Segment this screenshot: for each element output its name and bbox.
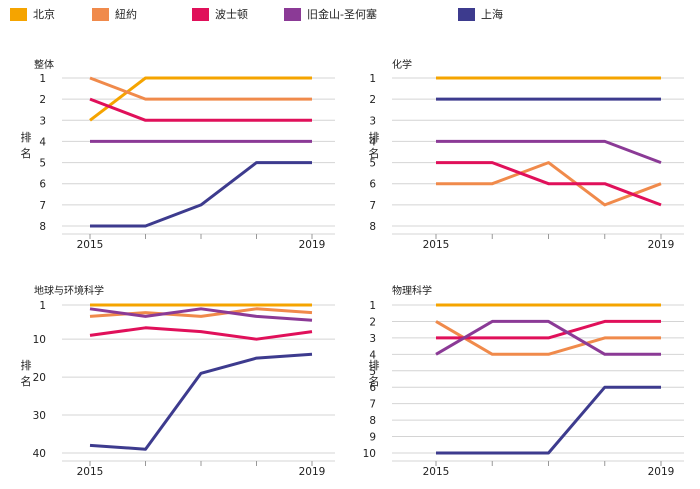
y-tick-label: 20 bbox=[33, 372, 46, 384]
y-tick-label: 40 bbox=[33, 448, 46, 460]
y-tick-label: 3 bbox=[369, 115, 376, 127]
x-tick-label: 2019 bbox=[648, 239, 675, 251]
y-tick-label: 6 bbox=[369, 382, 376, 394]
series-line bbox=[90, 161, 312, 228]
series-line bbox=[436, 161, 662, 207]
y-tick-label: 5 bbox=[39, 158, 46, 170]
y-tick-label: 1 bbox=[369, 73, 376, 85]
y-tick-label: 2 bbox=[369, 316, 376, 328]
series-line bbox=[89, 352, 313, 451]
series-line bbox=[436, 161, 662, 207]
legend-swatch bbox=[92, 8, 109, 21]
series-line bbox=[89, 97, 312, 122]
y-axis-label: 排 bbox=[369, 358, 380, 372]
y-tick-label: 8 bbox=[369, 221, 376, 233]
y-axis-label: 排 bbox=[21, 130, 32, 144]
y-tick-label: 8 bbox=[369, 415, 376, 427]
y-tick-label: 6 bbox=[39, 179, 46, 191]
x-tick-label: 2015 bbox=[77, 239, 104, 251]
y-tick-label: 2 bbox=[369, 94, 376, 106]
chart-title: 地球与环境科学 bbox=[34, 284, 104, 297]
legend-swatch bbox=[10, 8, 27, 21]
chart-title: 物理科学 bbox=[392, 284, 432, 297]
series-line bbox=[436, 385, 661, 455]
y-tick-label: 1 bbox=[39, 300, 46, 312]
legend-item-new-york[interactable]: 紐約 bbox=[92, 8, 137, 21]
y-tick-label: 4 bbox=[369, 349, 376, 361]
y-tick-label: 1 bbox=[369, 300, 376, 312]
legend: 北京 紐約 波士顿 旧金山-圣何塞 上海 bbox=[0, 0, 700, 34]
y-tick-label: 3 bbox=[369, 333, 376, 345]
series-line bbox=[435, 319, 661, 356]
x-tick-label: 2015 bbox=[423, 239, 450, 251]
x-tick-label: 2019 bbox=[648, 466, 675, 478]
legend-item-beijing[interactable]: 北京 bbox=[10, 8, 55, 21]
y-axis-label: 排 bbox=[21, 358, 32, 372]
series-line bbox=[89, 76, 312, 101]
y-tick-label: 7 bbox=[369, 399, 376, 411]
y-tick-label: 9 bbox=[369, 432, 376, 444]
series-line bbox=[89, 307, 313, 322]
y-axis-label: 排 bbox=[369, 130, 380, 144]
legend-label: 波士顿 bbox=[215, 8, 248, 21]
legend-label: 上海 bbox=[481, 8, 503, 21]
x-tick-label: 2019 bbox=[299, 466, 326, 478]
y-tick-label: 7 bbox=[369, 200, 376, 212]
y-tick-label: 3 bbox=[39, 115, 46, 127]
x-tick-label: 2015 bbox=[77, 466, 104, 478]
y-tick-label: 10 bbox=[33, 334, 46, 346]
y-tick-label: 5 bbox=[369, 158, 376, 170]
legend-label: 北京 bbox=[33, 8, 55, 21]
y-axis-label: 名 bbox=[21, 374, 32, 388]
x-tick-label: 2019 bbox=[299, 239, 326, 251]
legend-swatch bbox=[192, 8, 209, 21]
y-tick-label: 2 bbox=[39, 94, 46, 106]
legend-item-boston[interactable]: 波士顿 bbox=[192, 8, 248, 21]
legend-swatch bbox=[284, 8, 301, 21]
y-tick-label: 5 bbox=[369, 366, 376, 378]
y-tick-label: 1 bbox=[39, 73, 46, 85]
y-tick-label: 6 bbox=[369, 179, 376, 191]
chart-title: 化学 bbox=[392, 58, 412, 71]
legend-label: 紐約 bbox=[115, 8, 137, 21]
series-line bbox=[435, 320, 661, 356]
y-tick-label: 30 bbox=[33, 410, 46, 422]
legend-item-shanghai[interactable]: 上海 bbox=[458, 8, 503, 21]
y-tick-label: 4 bbox=[369, 136, 376, 148]
x-tick-label: 2015 bbox=[423, 466, 450, 478]
y-tick-label: 4 bbox=[39, 136, 46, 148]
legend-label: 旧金山-圣何塞 bbox=[307, 8, 377, 21]
y-axis-label: 名 bbox=[369, 146, 380, 160]
chart-title: 整体 bbox=[34, 58, 54, 71]
y-axis-label: 名 bbox=[369, 374, 380, 388]
series-line bbox=[89, 326, 313, 341]
legend-swatch bbox=[458, 8, 475, 21]
legend-item-san-francisco-san-jose[interactable]: 旧金山-圣何塞 bbox=[284, 8, 377, 21]
y-tick-label: 7 bbox=[39, 200, 46, 212]
series-line bbox=[436, 319, 661, 340]
y-axis-label: 名 bbox=[21, 146, 32, 160]
series-line bbox=[436, 139, 662, 165]
y-tick-label: 8 bbox=[39, 221, 46, 233]
y-tick-label: 10 bbox=[363, 448, 376, 460]
